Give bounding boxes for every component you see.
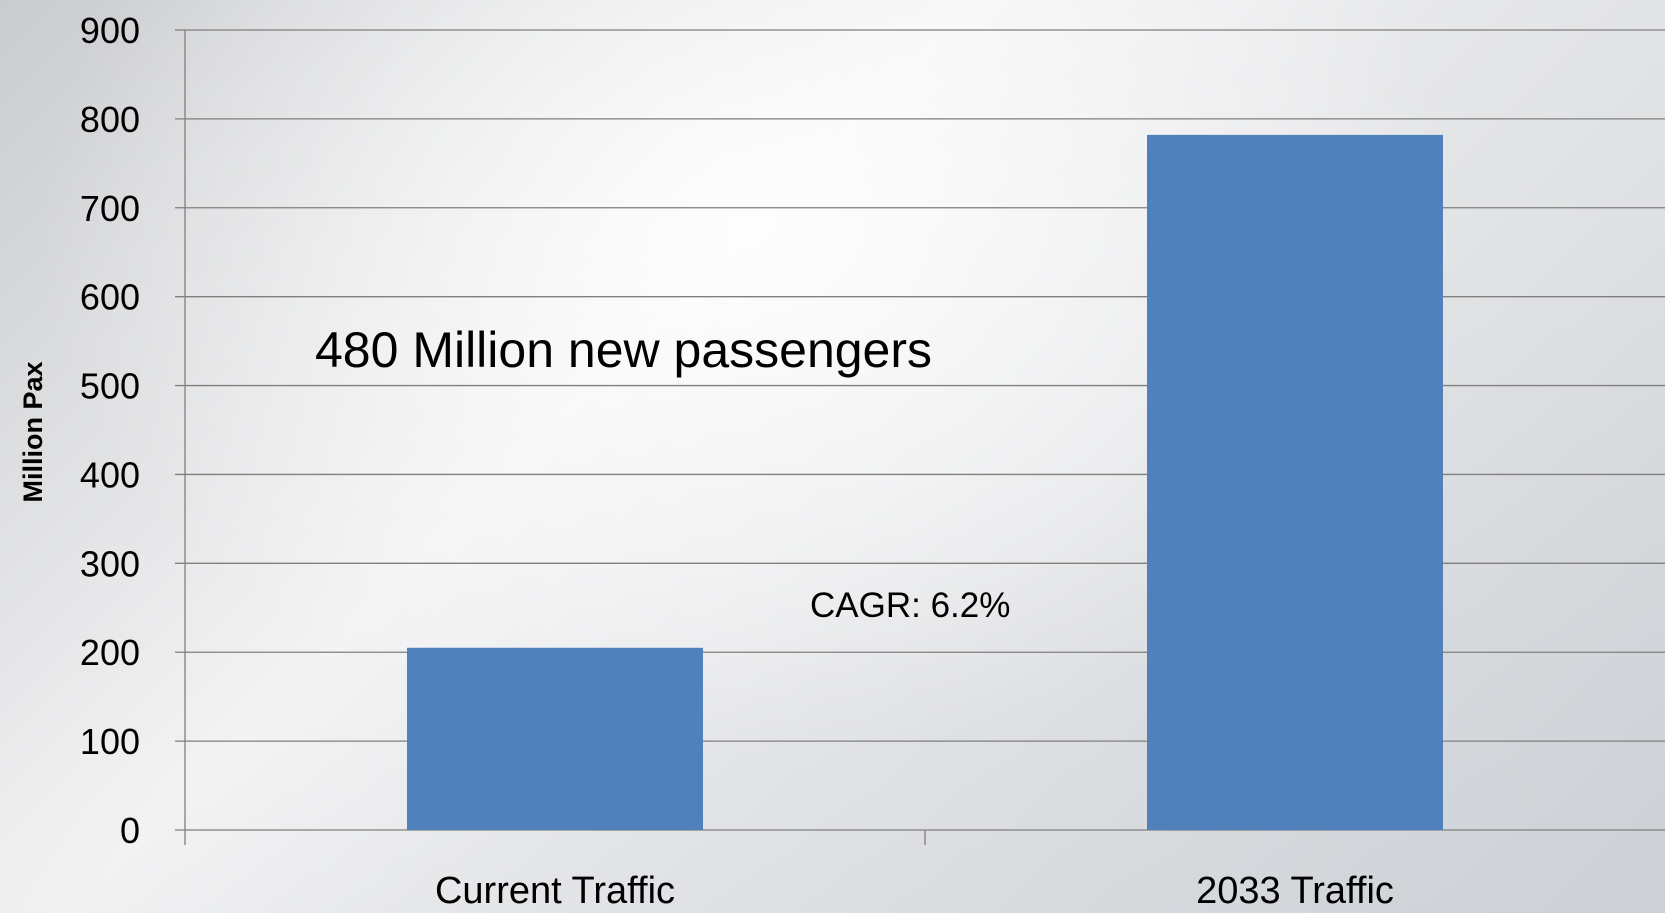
headline-annotation: 480 Million new passengers [315,322,932,378]
y-tick-label: 200 [80,632,140,673]
y-tick-label: 900 [80,10,140,51]
bar-1 [1147,134,1443,830]
y-tick-label: 700 [80,188,140,229]
axes [184,30,926,845]
y-tick-label: 0 [120,810,140,851]
y-tick-label: 300 [80,543,140,584]
labels: 0 100 200 300 400 500 600 700 800 900 Current Traf… [80,10,1394,912]
bars [407,134,1443,830]
x-category-label: Current Traffic [435,870,675,912]
y-tick-label: 600 [80,277,140,318]
x-category-label: 2033 Traffic [1196,870,1394,912]
y-tick-label: 500 [80,366,140,407]
y-axis-title: Million Pax [18,361,48,502]
y-tick-label: 100 [80,721,140,762]
cagr-annotation: CAGR: 6.2% [810,586,1010,625]
bar-0 [407,647,703,830]
y-tick-label: 800 [80,99,140,140]
y-tick-label: 400 [80,454,140,495]
